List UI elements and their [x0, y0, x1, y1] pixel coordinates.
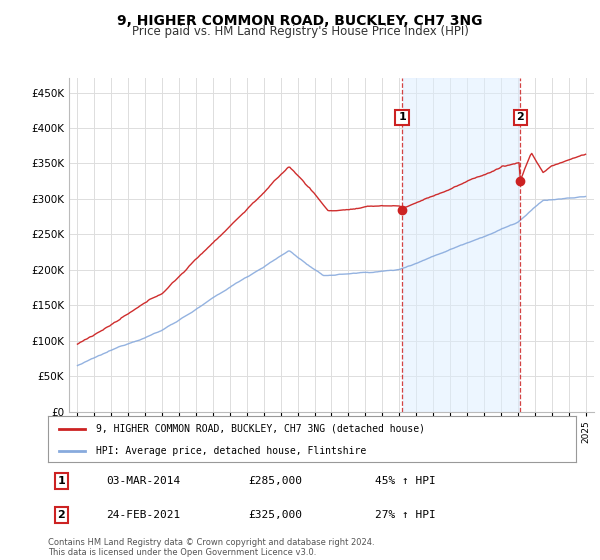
Text: 2: 2 — [516, 113, 524, 123]
Text: HPI: Average price, detached house, Flintshire: HPI: Average price, detached house, Flin… — [95, 446, 366, 455]
Text: Price paid vs. HM Land Registry's House Price Index (HPI): Price paid vs. HM Land Registry's House … — [131, 25, 469, 38]
Text: Contains HM Land Registry data © Crown copyright and database right 2024.
This d: Contains HM Land Registry data © Crown c… — [48, 538, 374, 557]
Text: 24-FEB-2021: 24-FEB-2021 — [106, 510, 181, 520]
Text: 27% ↑ HPI: 27% ↑ HPI — [376, 510, 436, 520]
Text: 03-MAR-2014: 03-MAR-2014 — [106, 476, 181, 486]
Text: 2: 2 — [58, 510, 65, 520]
Text: 1: 1 — [398, 113, 406, 123]
Text: 45% ↑ HPI: 45% ↑ HPI — [376, 476, 436, 486]
Text: 9, HIGHER COMMON ROAD, BUCKLEY, CH7 3NG (detached house): 9, HIGHER COMMON ROAD, BUCKLEY, CH7 3NG … — [95, 424, 425, 434]
Text: 9, HIGHER COMMON ROAD, BUCKLEY, CH7 3NG: 9, HIGHER COMMON ROAD, BUCKLEY, CH7 3NG — [117, 14, 483, 28]
Text: £285,000: £285,000 — [248, 476, 302, 486]
Text: £325,000: £325,000 — [248, 510, 302, 520]
Text: 1: 1 — [58, 476, 65, 486]
